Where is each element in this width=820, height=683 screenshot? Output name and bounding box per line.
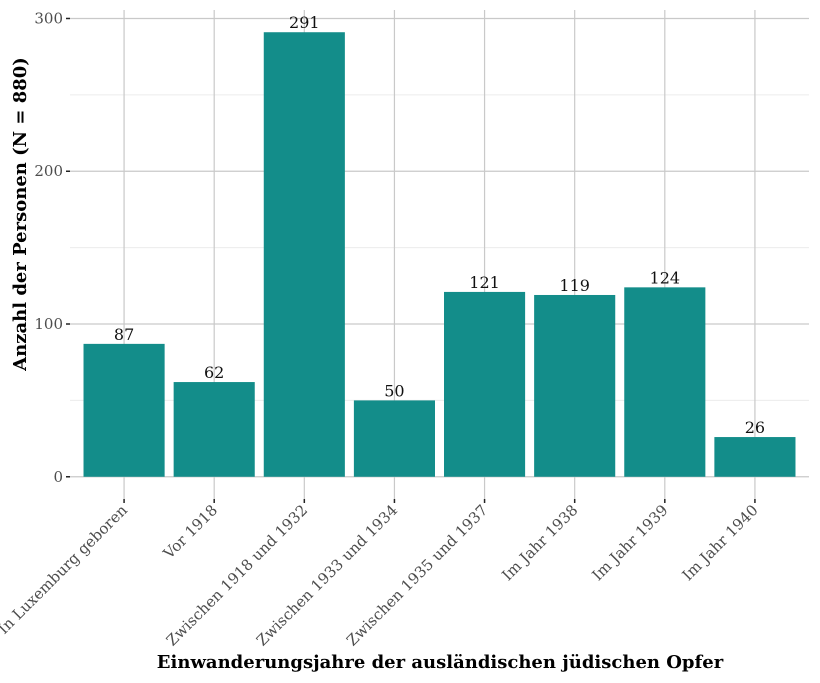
data-label: 119 — [559, 276, 590, 295]
bar — [714, 437, 796, 477]
x-axis-title: Einwanderungsjahre der ausländischen jüd… — [157, 652, 724, 673]
data-label: 62 — [204, 363, 224, 382]
y-axis-title: Anzahl der Personen (N = 880) — [10, 57, 31, 372]
y-tick-label: 200 — [34, 162, 63, 180]
y-tick-label: 100 — [34, 315, 63, 333]
x-tick-label: Vor 1918 — [159, 501, 221, 563]
data-label: 121 — [469, 273, 500, 292]
data-label: 87 — [114, 325, 134, 344]
x-tick-label: In Luxemburg geboren — [0, 501, 131, 638]
data-label: 291 — [289, 13, 320, 32]
x-tick-label: Im Jahr 1940 — [679, 501, 762, 584]
x-tick-label: Im Jahr 1939 — [588, 501, 671, 584]
data-label: 124 — [650, 268, 681, 287]
bar — [83, 343, 165, 477]
bar — [173, 382, 255, 477]
bar — [534, 294, 616, 477]
x-tick-label: Im Jahr 1938 — [498, 501, 581, 584]
bar — [444, 291, 526, 477]
data-label: 26 — [745, 418, 765, 437]
y-tick-label: 300 — [34, 9, 63, 27]
data-label: 50 — [384, 381, 404, 400]
bar — [624, 287, 706, 477]
bar — [353, 400, 435, 477]
bar — [263, 32, 345, 477]
y-tick-label: 0 — [53, 468, 63, 486]
